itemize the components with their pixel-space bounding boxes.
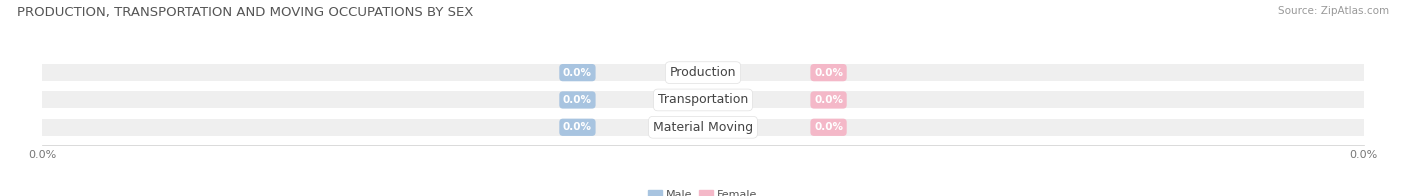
- Text: 0.0%: 0.0%: [814, 68, 844, 78]
- Text: Material Moving: Material Moving: [652, 121, 754, 134]
- Bar: [42, 64, 1364, 81]
- Text: 0.0%: 0.0%: [562, 95, 592, 105]
- Text: Production: Production: [669, 66, 737, 79]
- Bar: [42, 92, 1364, 108]
- Text: PRODUCTION, TRANSPORTATION AND MOVING OCCUPATIONS BY SEX: PRODUCTION, TRANSPORTATION AND MOVING OC…: [17, 6, 474, 19]
- Text: 0.0%: 0.0%: [814, 95, 844, 105]
- Legend: Male, Female: Male, Female: [644, 185, 762, 196]
- Text: 0.0%: 0.0%: [562, 68, 592, 78]
- Text: Transportation: Transportation: [658, 93, 748, 106]
- Text: 0.0%: 0.0%: [562, 122, 592, 132]
- Text: Source: ZipAtlas.com: Source: ZipAtlas.com: [1278, 6, 1389, 16]
- Text: 0.0%: 0.0%: [814, 122, 844, 132]
- Bar: [42, 119, 1364, 136]
